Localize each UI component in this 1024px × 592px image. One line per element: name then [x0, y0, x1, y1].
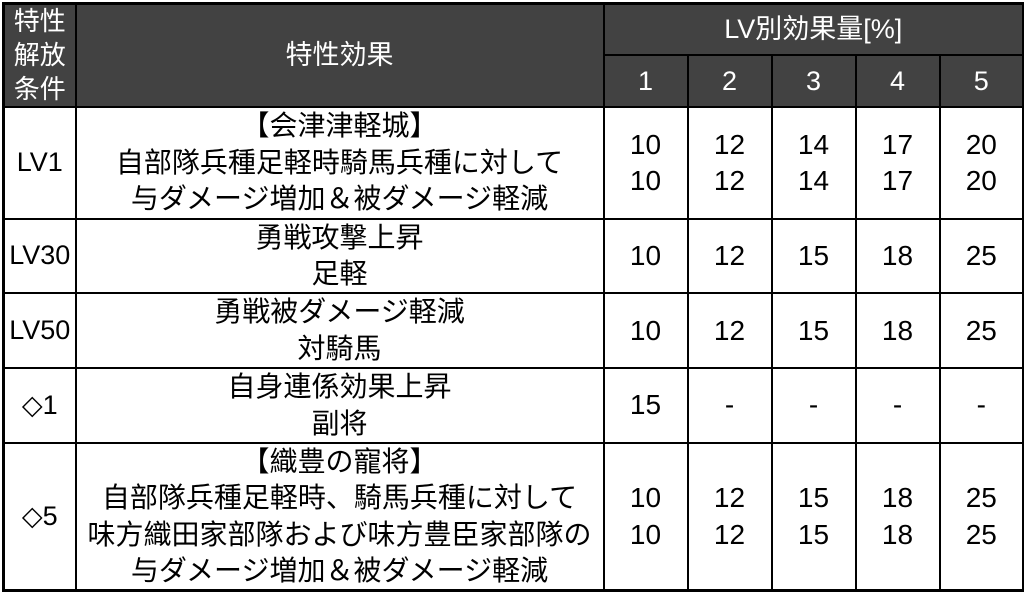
condition-cell: ◇1: [2, 367, 77, 444]
value-cell: 18: [854, 292, 941, 370]
value-cell: 10 10: [602, 441, 689, 592]
condition-cell: LV1: [2, 106, 77, 220]
value-cell: -: [854, 367, 941, 444]
value-cell: 25: [938, 292, 1024, 370]
value-cell: 12 12: [686, 106, 773, 220]
condition-cell: LV50: [2, 292, 77, 370]
header-level-col-3: 3: [770, 54, 857, 109]
value-cell: 14 14: [770, 106, 857, 220]
effect-cell: 勇戦攻撃上昇 足軽: [74, 217, 605, 295]
value-cell: 15: [602, 367, 689, 444]
header-level-col-2: 2: [686, 54, 773, 109]
value-cell: 10: [602, 217, 689, 295]
header-level-col-1: 1: [602, 54, 689, 109]
condition-cell: LV30: [2, 217, 77, 295]
header-level-col-4: 4: [854, 54, 941, 109]
value-cell: 15: [770, 292, 857, 370]
value-cell: 12 12: [686, 441, 773, 592]
trait-row-diamond1: ◇1 自身連係効果上昇 副将 15 - - - -: [2, 367, 1024, 444]
header-condition-label: 特性 解放 条件: [2, 2, 77, 109]
value-cell: 20 20: [938, 106, 1024, 220]
header-effect-label: 特性効果: [74, 2, 605, 109]
trait-row-lv30: LV30 勇戦攻撃上昇 足軽 10 12 15 18 25: [2, 217, 1024, 295]
value-cell: 10 10: [602, 106, 689, 220]
header-levels-label: LV別効果量[%]: [602, 2, 1024, 57]
effect-cell: 【織豊の寵将】 自部隊兵種足軽時、騎馬兵種に対して 味方織田家部隊および味方豊臣…: [74, 441, 605, 592]
trait-row-lv50: LV50 勇戦被ダメージ軽減 対騎馬 10 12 15 18 25: [2, 292, 1024, 370]
condition-cell: ◇5: [2, 441, 77, 592]
value-cell: 15: [770, 217, 857, 295]
trait-row-diamond5: ◇5 【織豊の寵将】 自部隊兵種足軽時、騎馬兵種に対して 味方織田家部隊および味…: [2, 441, 1024, 592]
effect-cell: 勇戦被ダメージ軽減 対騎馬: [74, 292, 605, 370]
effect-cell: 【会津津軽城】 自部隊兵種足軽時騎馬兵種に対して 与ダメージ増加＆被ダメージ軽減: [74, 106, 605, 220]
value-cell: -: [686, 367, 773, 444]
value-cell: 12: [686, 292, 773, 370]
value-cell: -: [938, 367, 1024, 444]
value-cell: 12: [686, 217, 773, 295]
value-cell: 18 18: [854, 441, 941, 592]
header-row-top: 特性 解放 条件 特性効果 LV別効果量[%]: [2, 2, 1024, 109]
header-row-levels: 1 2 3 4 5: [4, 54, 1024, 109]
value-cell: -: [770, 367, 857, 444]
effect-cell: 自身連係効果上昇 副将: [74, 367, 605, 444]
value-cell: 25 25: [938, 441, 1024, 592]
value-cell: 25: [938, 217, 1024, 295]
value-cell: 10: [602, 292, 689, 370]
trait-row-lv1: LV1 【会津津軽城】 自部隊兵種足軽時騎馬兵種に対して 与ダメージ増加＆被ダメ…: [2, 106, 1024, 220]
value-cell: 15 15: [770, 441, 857, 592]
value-cell: 17 17: [854, 106, 941, 220]
header-level-col-5: 5: [938, 54, 1024, 109]
value-cell: 18: [854, 217, 941, 295]
